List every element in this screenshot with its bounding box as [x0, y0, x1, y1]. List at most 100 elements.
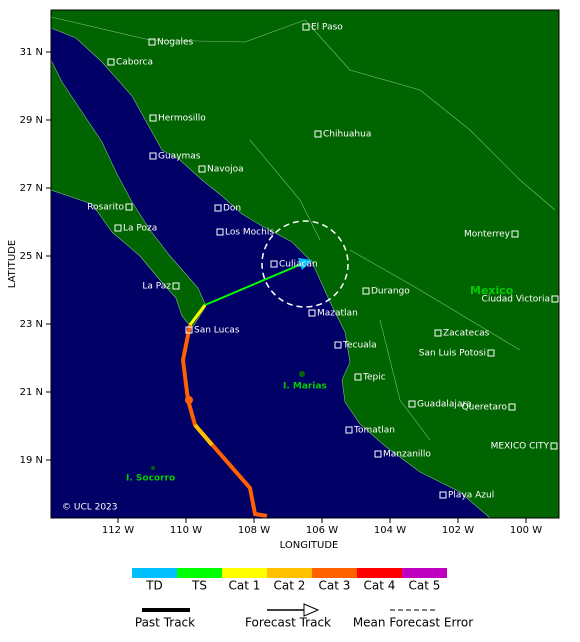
intensity-swatch: [357, 568, 402, 578]
lon-tick-label: 100 W: [510, 525, 542, 536]
intensity-label: TS: [191, 579, 207, 593]
city-label: San Lucas: [194, 326, 240, 336]
intensity-label: Cat 2: [274, 579, 306, 593]
intensity-label: Cat 3: [319, 579, 351, 593]
credit: © UCL 2023: [62, 503, 118, 513]
forecast-arrow: [298, 258, 312, 270]
city-label: Tepic: [362, 373, 386, 383]
past-track-weak: [188, 304, 207, 326]
city-label: Rosarito: [87, 203, 124, 213]
forecast-track: [204, 262, 305, 306]
isla-socorro: [151, 466, 155, 470]
city-marker: [214, 204, 222, 212]
city-marker: [185, 326, 193, 334]
lon-tick-label: 104 W: [374, 525, 406, 536]
city-marker: [198, 165, 206, 173]
city-label: Hermosillo: [158, 114, 206, 124]
track-legend-label: Forecast Track: [245, 616, 331, 630]
city-marker: [434, 329, 442, 337]
city-marker: [362, 287, 370, 295]
city-marker: [345, 426, 353, 434]
lat-tick-label: 25 N: [20, 251, 43, 262]
city-marker: [149, 114, 157, 122]
lat-tick-label: 19 N: [20, 455, 43, 466]
lon-tick-label: 112 W: [102, 525, 134, 536]
forecast-arrow-sample: [303, 603, 320, 617]
city-label: MEXICO CITY: [491, 442, 550, 452]
mainland: [51, 10, 559, 518]
city-label: Los Mochis: [225, 228, 274, 238]
y-axis-label: LATITUDE: [7, 240, 18, 288]
intensity-swatch: [312, 568, 357, 578]
city-label: La Poza: [123, 224, 157, 234]
city-label: Culiacan: [279, 260, 318, 270]
city-label: Nogales: [157, 38, 194, 48]
region-label: I. Socorro: [126, 474, 175, 484]
city-label: Mazatlan: [317, 309, 358, 319]
intensity-swatch: [132, 568, 177, 578]
track-legend-label: Past Track: [135, 616, 195, 630]
city-label: San Luis Potosi: [419, 349, 486, 359]
state-borders: [51, 16, 556, 441]
city-marker: [125, 203, 133, 211]
intensity-label: Cat 5: [409, 579, 441, 593]
city-marker: [334, 341, 342, 349]
lon-tick-label: 110 W: [170, 525, 202, 536]
city-label: Caborca: [116, 58, 153, 68]
city-marker: [439, 491, 447, 499]
intensity-swatch: [222, 568, 267, 578]
intensity-swatch: [402, 568, 447, 578]
city-label: La Paz: [142, 282, 171, 292]
city-label: Queretaro: [462, 403, 508, 413]
intensity-swatch: [267, 568, 312, 578]
lat-tick-label: 27 N: [20, 183, 43, 194]
region-label: I. Marias: [283, 382, 327, 392]
city-marker: [270, 260, 278, 268]
city-marker: [114, 224, 122, 232]
city-label: Don: [223, 204, 241, 214]
track-point: [185, 396, 193, 404]
track-legend-label: Mean Forecast Error: [353, 616, 473, 630]
city-marker: [550, 442, 558, 450]
lon-tick-label: 102 W: [442, 525, 474, 536]
intensity-label: Cat 1: [229, 579, 261, 593]
lat-tick-label: 23 N: [20, 319, 43, 330]
forecast-error-circle: [261, 220, 349, 308]
city-label: Tecuala: [342, 341, 377, 351]
city-label: Ciudad Victoria: [482, 295, 550, 305]
lat-tick-label: 31 N: [20, 47, 43, 58]
past-track-cat1: [193, 423, 214, 447]
city-label: Durango: [371, 287, 410, 297]
city-marker: [149, 152, 157, 160]
city-marker: [302, 23, 310, 31]
city-marker: [508, 403, 516, 411]
city-marker: [308, 309, 316, 317]
city-marker: [107, 58, 115, 66]
city-label: Monterrey: [464, 230, 511, 240]
city-label: Navojoa: [207, 165, 244, 175]
city-label: Guaymas: [158, 152, 201, 162]
lat-tick-label: 21 N: [20, 387, 43, 398]
city-label: Chihuahua: [323, 130, 371, 140]
city-label: Guadalajara: [417, 400, 472, 410]
city-marker: [487, 349, 495, 357]
city-marker: [551, 295, 559, 303]
islas-marias: [299, 371, 305, 377]
city-marker: [408, 400, 416, 408]
region-label: Mexico: [470, 284, 514, 297]
city-label: Playa Azul: [448, 491, 494, 501]
city-marker: [216, 228, 224, 236]
intensity-swatch: [177, 568, 222, 578]
city-label: El Paso: [311, 23, 343, 33]
city-marker: [314, 130, 322, 138]
map-frame: [50, 9, 560, 519]
city-marker: [172, 282, 180, 290]
intensity-label: Cat 4: [364, 579, 396, 593]
city-label: Manzanillo: [383, 450, 431, 460]
intensity-label: TD: [145, 579, 163, 593]
city-marker: [148, 38, 156, 46]
lat-tick-label: 29 N: [20, 115, 43, 126]
city-marker: [511, 230, 519, 238]
city-label: Zacatecas: [443, 329, 490, 339]
